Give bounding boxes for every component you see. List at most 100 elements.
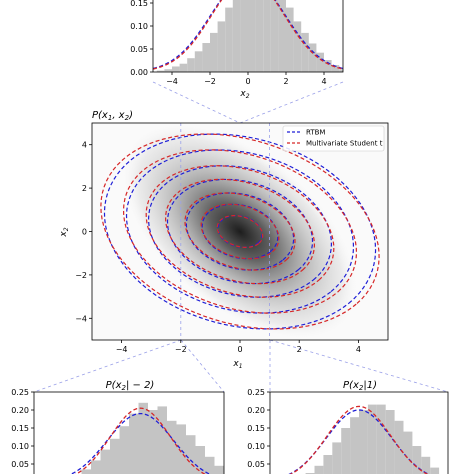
connector-right-b xyxy=(269,339,449,393)
cond-right-y-tick-label: 0.15 xyxy=(247,424,265,433)
top-y-tick-label: 0.00 xyxy=(130,68,148,77)
top-x-tick-label: −4 xyxy=(166,77,178,86)
main-y-axis-label: x2 xyxy=(59,227,70,237)
top-plot-area xyxy=(153,0,343,72)
top-panel: 0.00 0.05 0.10 0.15 −4 −2 0 2 4 x2 xyxy=(130,0,344,100)
cond-right-hist-bar xyxy=(421,456,431,474)
cond-left-hist-bar xyxy=(186,435,196,474)
main-y-ticks: −4 −2 0 2 4 xyxy=(75,141,92,323)
top-hist-bar xyxy=(339,69,343,72)
cond-left-y-tick-label: 0.20 xyxy=(11,406,29,415)
main-x-ticks: −4 −2 0 2 4 xyxy=(116,340,361,354)
main-x-tick-label: −4 xyxy=(116,345,128,354)
top-hist-bar xyxy=(286,7,294,72)
slice-lines xyxy=(180,123,271,340)
contour-rtbm xyxy=(103,133,377,330)
top-hist-bar xyxy=(255,0,264,72)
cond-left-hist-bar xyxy=(205,456,215,474)
top-hist-bar xyxy=(293,21,302,72)
cond-right-hist-bar xyxy=(430,467,440,474)
main-y-tick-label: 2 xyxy=(82,184,87,193)
top-y-tick-label: 0.05 xyxy=(130,45,148,54)
top-y-ticks: 0.00 0.05 0.10 0.15 xyxy=(130,0,153,77)
connector-left-b xyxy=(180,339,225,393)
cond-right-hist-bar xyxy=(403,431,413,474)
connector-left-a xyxy=(33,339,182,393)
main-y-tick-label: 4 xyxy=(82,141,87,150)
cond-left-plot-area xyxy=(70,402,224,474)
cond-right-hist-bar xyxy=(412,446,422,474)
legend: RTBM Multivariate Student t xyxy=(282,125,385,152)
main-y-tick-label: −2 xyxy=(75,271,87,280)
main-x-axis-label: x1 xyxy=(232,359,242,370)
top-hist-bar xyxy=(156,70,165,72)
contour-student xyxy=(100,133,380,330)
top-x-tick-label: −2 xyxy=(204,77,216,86)
cond-right-y-ticks: 0.000.050.100.150.200.25 xyxy=(247,388,270,469)
cond-left-hist-bar xyxy=(100,449,110,474)
cond-left-axes-frame xyxy=(33,391,225,474)
cond-left-hist-bar xyxy=(119,426,129,474)
top-hist-bar xyxy=(331,65,340,72)
connector-top-left xyxy=(152,81,241,124)
cond-right-y-tick-label: 0.20 xyxy=(247,406,265,415)
cond-left-title: P(x2| − 2) xyxy=(106,380,155,392)
top-y-tick-label: 0.15 xyxy=(130,0,148,8)
top-student-curve xyxy=(153,0,343,70)
top-hist-bar xyxy=(248,0,256,72)
top-hist-bar xyxy=(324,60,332,72)
main-x-tick-label: −2 xyxy=(175,345,187,354)
top-hist-bar xyxy=(187,58,195,72)
cond-right-title: P(x2|1) xyxy=(343,380,377,392)
cond-left-y-tick-label: 0.05 xyxy=(11,460,29,469)
contour-student xyxy=(216,215,264,248)
top-x-axis-label: x2 xyxy=(239,89,249,100)
cond-left-rtbm-curve xyxy=(70,412,211,474)
cond-left-hist-bar xyxy=(138,402,148,474)
contour-rtbm xyxy=(125,149,355,314)
contour-lines xyxy=(100,133,380,330)
top-hist-bar xyxy=(263,0,271,72)
top-hist-bar xyxy=(179,63,188,72)
legend-rtbm-label: RTBM xyxy=(306,129,325,137)
top-hist-bar xyxy=(194,51,203,72)
cond-right-plot-area xyxy=(288,404,440,474)
cond-left-y-ticks: 0.000.050.100.150.200.25 xyxy=(11,388,34,469)
top-hist-bar xyxy=(240,0,248,72)
cond-right-y-tick-label: 0.10 xyxy=(247,442,265,451)
cond-left-y-tick-label: 0.10 xyxy=(11,442,29,451)
cond-left-student-curve xyxy=(74,407,206,474)
connector-lines xyxy=(33,81,449,393)
top-hist-bar xyxy=(278,0,286,72)
top-y-tick-label: 0.10 xyxy=(130,22,148,31)
main-panel: P(x1, x2) −4 −2 0 2 4 −4 −2 0 2 4 x1 x2 RTBM Mul… xyxy=(59,110,389,370)
cond-right-hist-bar xyxy=(314,465,324,474)
cond-left-hist-bar xyxy=(148,410,158,474)
cond-right-hist-bar xyxy=(359,410,368,474)
top-hist-bar xyxy=(225,7,233,72)
cond-left-hist-bar xyxy=(129,413,139,474)
top-hist-bar xyxy=(172,66,180,72)
density-heatmap xyxy=(120,123,360,340)
contour-student xyxy=(184,192,296,271)
cond-left-y-tick-label: 0.25 xyxy=(11,388,29,397)
top-hist-bar xyxy=(164,69,172,72)
top-x-tick-label: 0 xyxy=(245,77,250,86)
cond-left-hist-bar xyxy=(110,438,120,474)
contour-rtbm xyxy=(147,165,333,298)
cond-right-student-curve xyxy=(289,405,429,474)
top-hist-bar xyxy=(217,21,226,72)
cond-right-hist-bar xyxy=(341,428,351,474)
cond-right-y-tick-label: 0.25 xyxy=(247,388,265,397)
top-hist-bar xyxy=(316,52,324,72)
main-title: P(x1, x2) xyxy=(92,110,133,122)
main-x-tick-label: 2 xyxy=(297,345,302,354)
cond-right-hist-bar xyxy=(385,410,395,474)
connector-top-right xyxy=(239,81,344,124)
top-hist-bar xyxy=(308,43,317,72)
cond-right-hist-bar xyxy=(367,404,377,474)
contour-student xyxy=(164,178,316,285)
cond-right-panel: P(x2|1) 0.000.050.100.150.200.25 xyxy=(247,380,449,474)
cond-left-hist-bar xyxy=(214,465,224,474)
